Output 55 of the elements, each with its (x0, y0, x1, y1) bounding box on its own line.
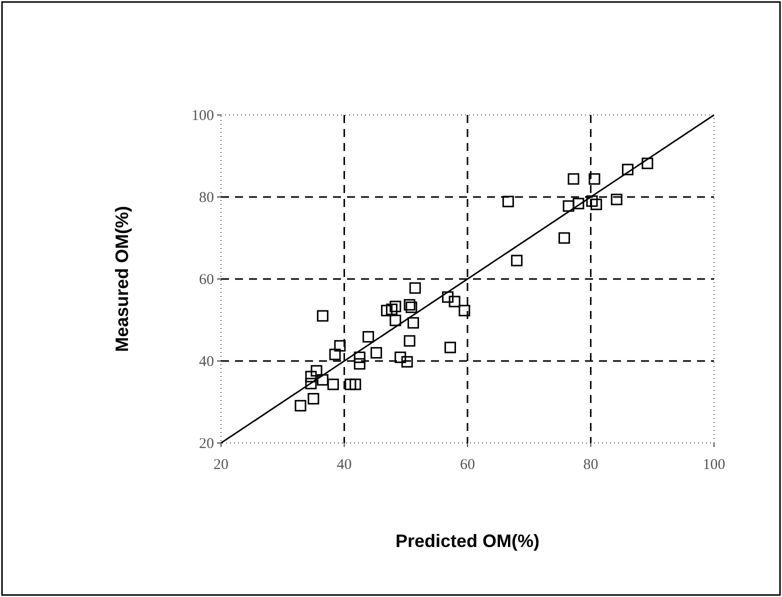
x-tick-label: 20 (214, 457, 228, 473)
point (329, 348, 341, 360)
y-tick-label: 100 (192, 108, 214, 124)
point (344, 378, 356, 390)
point (390, 300, 402, 312)
point (354, 352, 366, 364)
point (305, 370, 317, 382)
point (409, 282, 421, 294)
point (590, 198, 602, 210)
point (642, 158, 654, 170)
y-axis-title: Measured OM(%) (112, 206, 132, 352)
point (572, 198, 584, 210)
point (406, 302, 418, 314)
point (444, 342, 456, 354)
point (350, 378, 362, 390)
point (316, 374, 328, 386)
point (370, 347, 382, 359)
point (316, 310, 328, 322)
x-tick-label: 60 (460, 457, 475, 473)
y-tick-label: 80 (199, 190, 214, 206)
x-tick-label: 40 (336, 457, 352, 473)
x-axis-title: Predicted OM(%) (395, 531, 540, 551)
y-tick-label: 20 (199, 436, 214, 452)
point (568, 173, 580, 185)
point (362, 331, 374, 343)
point (305, 378, 317, 390)
point (334, 340, 346, 352)
point (381, 304, 393, 316)
y-tick-label: 40 (199, 354, 214, 370)
point (558, 232, 570, 244)
point (390, 314, 402, 326)
point (394, 352, 406, 364)
point (404, 335, 416, 347)
x-tick-label: 100 (702, 457, 726, 473)
x-tick-label: 80 (583, 457, 598, 473)
point (610, 194, 622, 206)
point (294, 400, 306, 412)
point (354, 358, 366, 370)
point (310, 365, 322, 377)
point (448, 296, 460, 308)
point (562, 200, 574, 212)
y-tick-label: 60 (199, 272, 214, 288)
point (386, 304, 398, 316)
point (404, 299, 416, 311)
point (308, 392, 320, 404)
point (511, 254, 523, 266)
point (327, 378, 339, 390)
point (442, 291, 454, 303)
point (622, 164, 634, 176)
point (588, 173, 600, 185)
point (586, 195, 598, 207)
point (401, 356, 413, 368)
point (502, 196, 514, 208)
point (458, 304, 470, 316)
point (408, 317, 420, 329)
